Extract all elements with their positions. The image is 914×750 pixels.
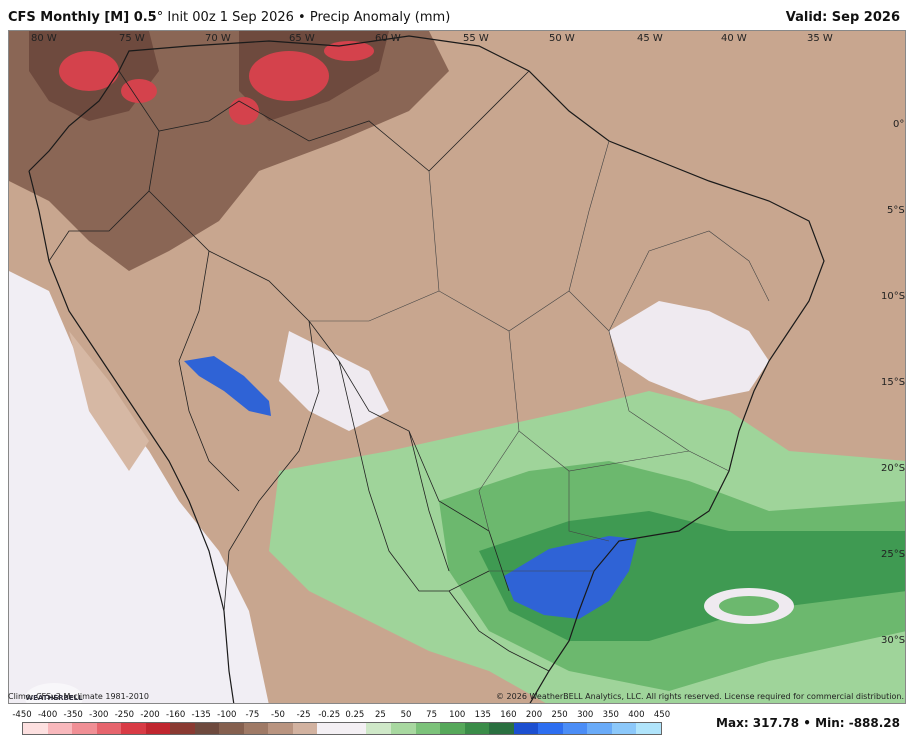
colorbar-tick-label: 0.25: [345, 710, 365, 720]
colorbar-tick-label: 300: [577, 710, 594, 720]
colorbar-swatch: [489, 723, 514, 734]
colorbar-tick-label: -50: [271, 710, 285, 720]
lon-label: 75 W: [119, 33, 145, 44]
colorbar-swatch: [23, 723, 48, 734]
lon-label: 65 W: [289, 33, 315, 44]
colorbar-tick-label: -250: [114, 710, 135, 720]
lat-label: 25°S: [881, 549, 906, 560]
colorbar-swatch: [194, 723, 220, 734]
colorbar-swatch: [366, 723, 391, 734]
colorbar-swatch: [317, 723, 342, 734]
colorbar-swatch: [292, 723, 318, 734]
lat-label: 20°S: [881, 463, 906, 474]
colorbar-tick-label: 200: [525, 710, 543, 720]
colorbar-tick-label: -300: [89, 710, 109, 720]
climo-note: Climo: CFSv2 M-climate 1981-2010: [8, 692, 149, 701]
lon-label: 50 W: [549, 33, 575, 44]
colorbar-tick-label: -160: [165, 710, 186, 720]
weatherbell-logo: WEATHERBELL: [25, 683, 83, 703]
colorbar-swatch: [341, 723, 367, 734]
colorbar-swatch: [72, 723, 97, 734]
colorbar-tick-label: -25: [296, 710, 311, 720]
colorbar-tick-label: -400: [37, 710, 58, 720]
lat-label: 5°S: [887, 205, 905, 216]
colorbar-swatch: [464, 723, 490, 734]
lon-label: 40 W: [721, 33, 747, 44]
map-canvas: [9, 31, 905, 703]
colorbar-tick-label: 160: [500, 710, 517, 720]
colorbar-swatch: [636, 723, 661, 734]
chart-title: CFS Monthly [M] 0.5° Init 00z 1 Sep 2026…: [8, 10, 451, 25]
colorbar-swatch: [390, 723, 416, 734]
colorbar-swatch: [513, 723, 539, 734]
colorbar-tick-label: -200: [140, 710, 160, 720]
colorbar-swatch: [611, 723, 637, 734]
colorbar-tick-label: 75: [426, 710, 438, 720]
copyright-note: © 2026 WeatherBELL Analytics, LLC. All r…: [496, 692, 904, 701]
lat-label: 30°S: [881, 635, 906, 646]
colorbar-swatch: [440, 723, 465, 734]
colorbar-tick-label: 250: [551, 710, 568, 720]
colorbar-swatch: [145, 723, 171, 734]
colorbar-swatch: [562, 723, 588, 734]
lon-label: 60 W: [375, 33, 401, 44]
colorbar-tick-label: 450: [653, 710, 671, 720]
colorbar-tick-label: -0.25: [318, 710, 341, 720]
colorbar-swatch: [96, 723, 122, 734]
colorbar-labels: -450 -400 -350 -300 -250 -200 -160 -135 -100 -75 -…: [12, 710, 670, 722]
lat-label: 15°S: [881, 377, 906, 388]
colorbar-tick-label: -350: [63, 710, 83, 720]
max-min-stats: Max: 317.78 • Min: -888.28: [716, 716, 900, 730]
lat-label: 10°S: [881, 291, 906, 302]
colorbar-swatch: [268, 723, 293, 734]
lon-label: 70 W: [205, 33, 231, 44]
colorbar-swatch: [170, 723, 195, 734]
lon-label: 55 W: [463, 33, 489, 44]
colorbar-tick-label: -100: [217, 710, 237, 720]
colorbar-tick-label: 135: [474, 710, 491, 720]
colorbar-swatch: [219, 723, 244, 734]
lat-label: 0°: [893, 119, 905, 130]
colorbar: [22, 722, 662, 735]
colorbar-swatch: [47, 723, 73, 734]
colorbar-tick-label: -135: [191, 710, 211, 720]
colorbar-tick-label: -75: [245, 710, 260, 720]
colorbar-tick-label: 50: [400, 710, 412, 720]
lon-label: 45 W: [637, 33, 663, 44]
colorbar-swatch: [538, 723, 563, 734]
colorbar-tick-label: -450: [12, 710, 32, 720]
colorbar-swatch: [415, 723, 441, 734]
colorbar-tick-label: 350: [602, 710, 619, 720]
colorbar-tick-label: 25: [374, 710, 386, 720]
header: CFS Monthly [M] 0.5° Init 00z 1 Sep 2026…: [0, 0, 914, 30]
valid-date: Valid: Sep 2026: [785, 10, 900, 25]
colorbar-swatch: [587, 723, 612, 734]
lon-label: 35 W: [807, 33, 833, 44]
precip-anomaly-map: 80 W 75 W 70 W 65 W 60 W 55 W 50 W 45 W …: [8, 30, 906, 704]
lon-label: 80 W: [31, 33, 57, 44]
colorbar-tick-label: 400: [628, 710, 645, 720]
colorbar-swatch: [121, 723, 146, 734]
colorbar-swatch: [243, 723, 269, 734]
colorbar-tick-label: 100: [449, 710, 466, 720]
